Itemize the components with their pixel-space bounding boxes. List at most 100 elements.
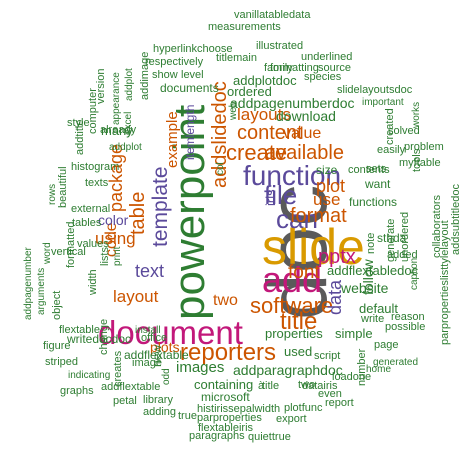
cloud-word: underlined [301, 51, 353, 63]
cloud-word: plots [150, 339, 180, 355]
cloud-word: images [176, 359, 225, 376]
cloud-word: vanillatabledata [234, 9, 311, 21]
cloud-word: document [98, 314, 243, 351]
cloud-word: easily [377, 144, 406, 156]
cloud-word: parpropertieslisttylelayout [439, 220, 451, 345]
cloud-word: use [313, 190, 341, 209]
cloud-word: software [250, 293, 334, 318]
cloud-word: print [112, 246, 123, 266]
cloud-word: odd [161, 368, 172, 385]
cloud-word: indicating [68, 370, 111, 381]
cloud-word: species [304, 71, 342, 83]
cloud-word: adding [143, 406, 177, 418]
cloud-word: library [143, 394, 173, 406]
cloud-word: addimage [139, 51, 151, 100]
cloud-word: arguments [36, 267, 47, 315]
cloud-word: microsoft [201, 390, 250, 404]
cloud-word: width [87, 269, 99, 295]
cloud-word: vertical [51, 246, 86, 258]
cloud-word: available [265, 142, 344, 164]
cloud-word: values [77, 238, 109, 250]
cloud-word: simple [335, 326, 373, 341]
cloud-word: object [51, 290, 63, 320]
cloud-word: flextableiris [198, 422, 254, 434]
cloud-word: download [276, 108, 336, 124]
cloud-word: layouts [237, 105, 291, 124]
cloud-word: histirissepalwidth [197, 403, 281, 415]
cloud-word: package [106, 143, 126, 212]
cloud-word: parproperties [197, 412, 262, 424]
cloud-word: title [280, 308, 318, 335]
cloud-word: slidelayoutsdoc [337, 84, 413, 96]
cloud-word: style [67, 117, 90, 129]
cloud-word: quiettrue [248, 431, 291, 443]
cloud-word: plot [316, 176, 346, 196]
cloud-word: image [132, 357, 162, 369]
cloud-word: problem [404, 141, 444, 153]
cloud-word: page [374, 339, 399, 351]
cloud-word: tools [411, 148, 423, 172]
cloud-word: generated [373, 357, 419, 368]
cloud-word: myftable [399, 157, 441, 169]
cloud-word: titlemain [216, 52, 257, 64]
cloud-word: addplotdoc [233, 73, 297, 88]
cloud-word: two [213, 292, 238, 309]
cloud-word: slide [262, 219, 365, 275]
cloud-word: used [284, 344, 313, 359]
cloud-word: histogram [71, 161, 120, 173]
cloud-word: text [135, 261, 165, 281]
cloud-word: functions [349, 195, 398, 209]
cloud-word: addflextable [124, 348, 189, 362]
cloud-word: even [318, 388, 342, 400]
cloud-word: level [181, 69, 204, 81]
cloud-word: important [362, 97, 404, 108]
cloud-word: lists [99, 247, 111, 266]
cloud-word: figure [43, 340, 71, 352]
cloud-word: family [264, 62, 293, 74]
cloud-word: ordered [227, 84, 272, 99]
cloud-word: respectively [145, 56, 204, 68]
cloud-word: caption [409, 257, 420, 290]
cloud-word: created [384, 108, 396, 145]
cloud-word: script [314, 350, 341, 362]
cloud-word: content [237, 122, 303, 144]
cloud-word: addflextabledoc [327, 263, 419, 278]
cloud-word: sthda [377, 231, 407, 245]
cloud-word: change [98, 318, 110, 355]
cloud-word: function [243, 160, 342, 191]
cloud-word: using [95, 229, 136, 248]
cloud-word: choose [197, 43, 233, 55]
cloud-word: source [318, 62, 352, 74]
cloud-word: addparagraphdoc [233, 362, 343, 378]
cloud-word: create [226, 140, 288, 165]
cloud-word: added [387, 249, 418, 261]
cloud-word: color [98, 212, 129, 228]
cloud-word: plotfunc [284, 402, 323, 414]
cloud-word: note [365, 232, 377, 254]
cloud-word: appearance [111, 72, 122, 125]
cloud-word: website [341, 280, 389, 296]
cloud-word: example [164, 111, 181, 168]
cloud-word: texts [85, 177, 109, 189]
cloud-word: formatted [65, 221, 77, 268]
cloud-word: col [215, 162, 226, 175]
cloud-word: template [149, 166, 172, 247]
cloud-word: size [316, 163, 338, 177]
cloud-word: solved [388, 125, 420, 137]
cloud-word: possible [385, 321, 426, 333]
cloud-word: font [288, 262, 320, 283]
cloud-word: beautiful [57, 166, 69, 208]
cloud-word: datairis [302, 380, 338, 392]
cloud-word: file [264, 180, 298, 210]
cloud-word: default [359, 301, 399, 316]
cloud-word: works [411, 101, 422, 128]
cloud-word: value [283, 125, 322, 142]
cloud-word: contents [348, 164, 390, 176]
cloud-word: sets [366, 163, 387, 175]
cloud-word: already [100, 124, 137, 136]
cloud-word: can [276, 204, 318, 234]
cloud-word: excel [123, 111, 134, 135]
cloud-word: addplot [109, 142, 142, 153]
cloud-word: report [325, 397, 354, 409]
